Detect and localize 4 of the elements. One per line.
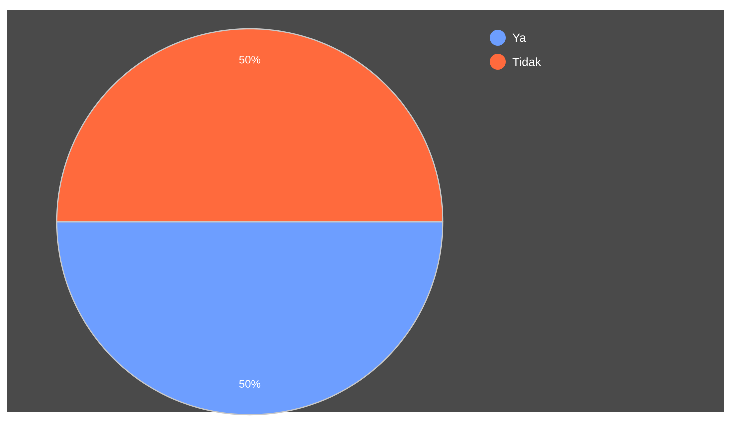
legend-label: Tidak [512, 58, 542, 66]
legend-label: Ya [512, 34, 526, 42]
data-label: 50% [239, 380, 261, 388]
data-label: 50% [239, 56, 261, 64]
